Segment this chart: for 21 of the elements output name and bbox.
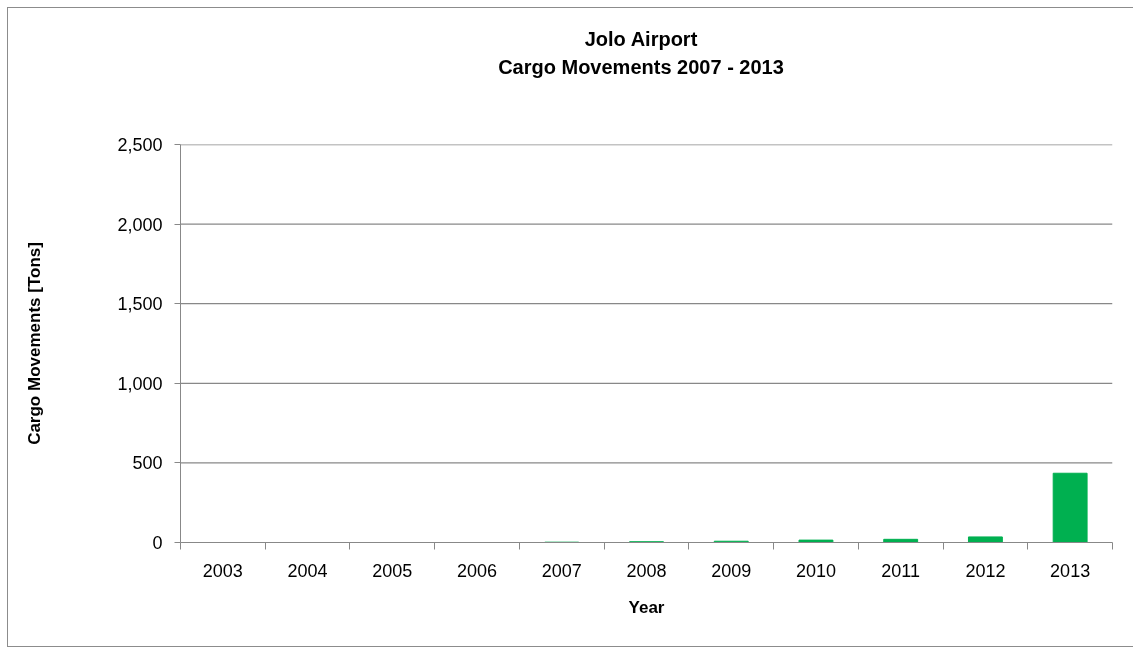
y-tick-label: 1,500 [117, 294, 163, 315]
x-tick-label: 2005 [372, 560, 413, 581]
y-tick-label: 1,000 [117, 373, 163, 394]
y-tick-label: 2,500 [117, 135, 163, 155]
x-tick-label: 2013 [1050, 560, 1091, 581]
x-tick-label: 2003 [202, 560, 243, 581]
chart-subtitle: Cargo Movements 2007 - 2013 [497, 55, 785, 80]
x-tick-label: 2011 [881, 560, 921, 581]
x-tick-label: 2007 [541, 560, 582, 581]
x-tick-label: 2004 [287, 560, 328, 581]
x-tick-label: 2012 [965, 560, 1006, 581]
x-tick-label: 2006 [457, 560, 498, 581]
chart-title: Jolo Airport [583, 27, 699, 52]
y-tick-label: 500 [132, 453, 163, 474]
x-axis-title: Year [628, 597, 665, 617]
x-tick-label: 2008 [626, 560, 667, 581]
y-tick-label: 0 [152, 533, 163, 553]
y-axis-title: Cargo Movements [Tons] [25, 242, 45, 445]
x-tick-label: 2010 [795, 560, 836, 581]
x-tick-label: 2009 [711, 560, 752, 581]
y-tick-label: 2,000 [117, 214, 163, 235]
